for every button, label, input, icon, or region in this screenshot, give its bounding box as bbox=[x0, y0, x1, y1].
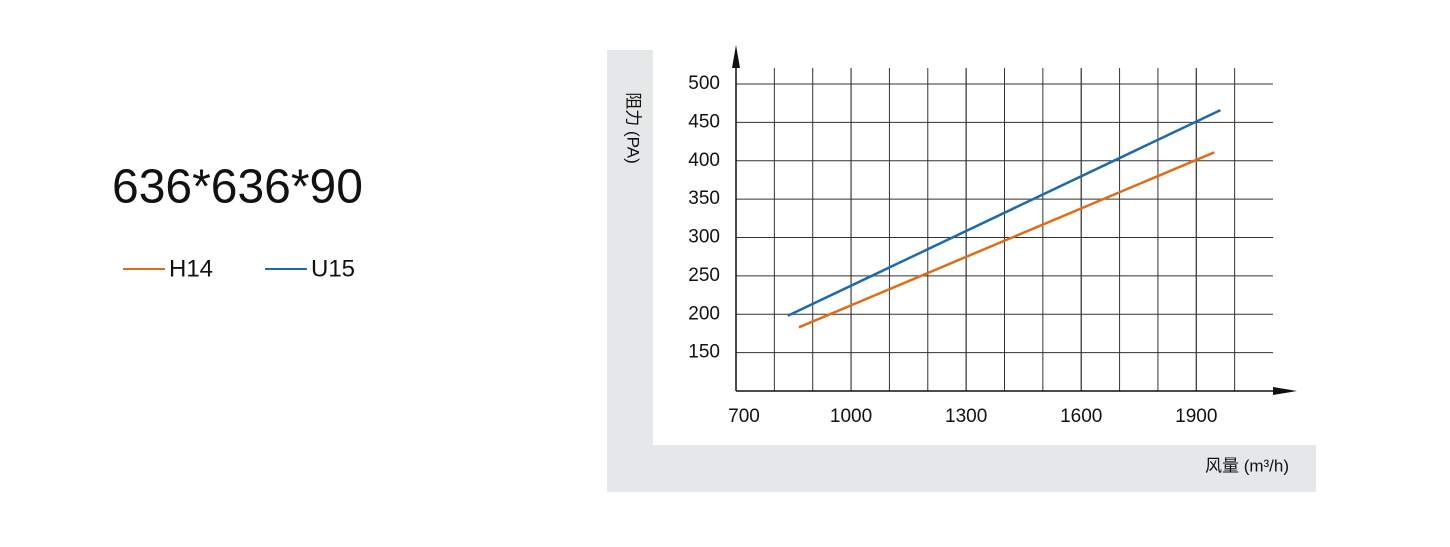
y-tick-label: 350 bbox=[688, 188, 720, 209]
y-tick-label: 400 bbox=[688, 150, 720, 171]
x-tick-label: 1600 bbox=[1060, 406, 1102, 427]
chart-title: 636*636*90 bbox=[112, 161, 363, 214]
x-tick-label: 700 bbox=[728, 406, 760, 427]
y-tick-label: 150 bbox=[688, 342, 720, 363]
x-tick-label: 1000 bbox=[830, 406, 872, 427]
x-axis-label: 风量 (m³/h) bbox=[1205, 456, 1289, 475]
x-tick-label: 1900 bbox=[1175, 406, 1217, 427]
plot-background bbox=[653, 50, 1316, 445]
y-tick-label: 250 bbox=[688, 265, 720, 286]
y-axis-arrow bbox=[732, 45, 740, 68]
legend-label: H14 bbox=[169, 255, 213, 282]
series-line bbox=[787, 108, 1221, 317]
y-tick-label: 450 bbox=[688, 111, 720, 132]
y-tick-label: 500 bbox=[688, 73, 720, 94]
y-axis-label: 阻力 (PA) bbox=[624, 92, 643, 163]
x-tick-label: 1300 bbox=[945, 406, 987, 427]
x-axis-arrow bbox=[1273, 387, 1297, 395]
legend-label: U15 bbox=[311, 255, 355, 282]
y-tick-label: 300 bbox=[688, 227, 720, 248]
series-line bbox=[798, 151, 1215, 329]
y-tick-label: 200 bbox=[688, 303, 720, 324]
